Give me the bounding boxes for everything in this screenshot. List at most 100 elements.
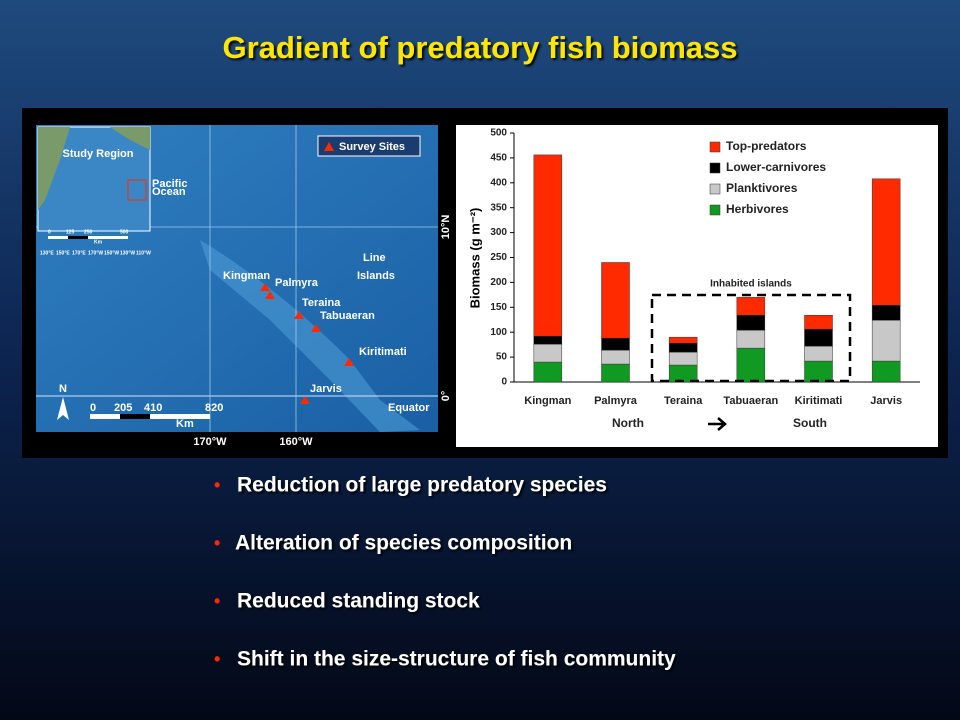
inset-scale-label: 500 [120, 229, 129, 235]
inset-scale-label: 250 [84, 229, 93, 235]
legend-label: Lower-carnivores [726, 160, 826, 174]
bar-segment [736, 347, 766, 383]
site-label: Kiritimati [359, 346, 407, 358]
y-tick-label: 250 [490, 252, 507, 263]
scale-label: 410 [144, 402, 162, 414]
lon-label: 170°W [193, 436, 227, 448]
ridge [200, 240, 420, 432]
bar-segment [871, 360, 901, 383]
x-tick-label: Kingman [524, 395, 571, 407]
north-label: N [59, 383, 67, 395]
x-tick-label: Tabuaeran [723, 395, 778, 407]
inset-map [37, 126, 151, 232]
map: Study Region Pacific Ocean 0 125 250 500… [36, 125, 452, 448]
bar-segment [533, 343, 563, 363]
direction-arrow [708, 417, 727, 431]
inset-title: Study Region [63, 148, 134, 160]
scale-label: 820 [205, 402, 223, 414]
bar-segment [668, 342, 698, 353]
bar-segment [736, 315, 766, 331]
inset-lon-label: 130°E [40, 250, 54, 256]
y-tick-label: 100 [490, 327, 507, 338]
inset-ocean: Ocean [152, 186, 186, 198]
region-label: Line [363, 252, 386, 264]
inset-lon-label: 170°E [72, 250, 86, 256]
inset-lon-label: 130°W [120, 250, 135, 256]
y-tick-label: 450 [490, 153, 507, 164]
site-label: Tabuaeran [320, 310, 375, 322]
site-label: Jarvis [310, 383, 342, 395]
y-tick-label: 150 [490, 302, 507, 313]
y-tick-label: 200 [490, 277, 507, 288]
chart: 0 50 100 150 200 250 300 350 400 450 500 Kingman Pal… [490, 128, 920, 407]
site-label: Palmyra [275, 277, 319, 289]
bullet-text: Alteration of species composition [235, 532, 572, 555]
y-axis-label: Biomass (g m⁻²) [467, 208, 482, 309]
inset-land [38, 127, 150, 210]
inhabited-box [650, 293, 852, 383]
legend-swatch [709, 162, 721, 174]
annotation: North [612, 416, 644, 430]
scale-bar [120, 414, 150, 419]
annotation: South [793, 416, 827, 430]
bar-segment [533, 154, 563, 337]
annotation: Inhabited islands [710, 279, 792, 290]
bar-segment [601, 337, 630, 351]
bar-segment [601, 349, 630, 365]
bar-segment [871, 319, 901, 362]
bar-segment [601, 262, 630, 339]
inset-scale-bar [68, 236, 88, 239]
y-tick-label: 300 [490, 227, 507, 238]
bullet-text: Reduction of large predatory species [237, 474, 607, 497]
inset-region-box [127, 179, 147, 201]
site-label: Kingman [223, 270, 270, 282]
bar-segment [804, 328, 833, 347]
y-tick-label: 50 [496, 352, 508, 363]
legend-label: Herbivores [726, 202, 789, 216]
legend-label: Planktivores [726, 181, 798, 195]
bar-segment [871, 178, 901, 306]
legend-swatch [709, 141, 721, 153]
inset-scale-label: Km [94, 239, 103, 245]
bullet-dot: • [214, 649, 220, 669]
bar-segment [736, 297, 766, 316]
x-tick-label: Palmyra [594, 395, 638, 407]
legend-label: Top-predators [726, 139, 807, 153]
x-tick-label: Kiritimati [795, 395, 843, 407]
bar-segment [601, 363, 630, 383]
y-tick-label: 0 [501, 377, 507, 388]
bar-segment [804, 360, 833, 383]
slide-title: Gradient of predatory fish biomass [222, 30, 737, 65]
bar-segment [871, 305, 901, 321]
bullet-dot: • [214, 475, 220, 495]
bullets: • Reduction of large predatory species •… [214, 474, 676, 671]
inset-lon-label: 110°W [136, 250, 151, 256]
legend-swatch [709, 204, 721, 216]
map-legend [317, 135, 421, 157]
inset-scale-label: 125 [66, 229, 75, 235]
bar-segment [736, 329, 766, 349]
y-tick-label: 400 [490, 177, 507, 188]
bar-segment [668, 351, 698, 366]
north-arrow [57, 397, 69, 420]
inset-lon-label: 150°E [56, 250, 70, 256]
bullet-text: Reduced standing stock [237, 590, 480, 613]
bar-segment [533, 335, 563, 345]
bar-segment [668, 364, 698, 383]
bar-segment [804, 345, 833, 362]
lat-label: 10°N [440, 215, 452, 240]
bar-segment [533, 361, 563, 383]
equator-label: Equator [388, 402, 430, 414]
site-label: Teraina [302, 297, 341, 309]
inset-lon-label: 170°W [88, 250, 103, 256]
x-tick-label: Teraina [664, 395, 703, 407]
bullet-dot: • [214, 533, 220, 553]
scale-label: 0 [90, 402, 96, 414]
map-legend-label: Survey Sites [339, 141, 405, 153]
scale-label: 205 [114, 402, 132, 414]
y-tick-label: 350 [490, 202, 507, 213]
bullet-text: Shift in the size-structure of fish comm… [237, 648, 676, 671]
inset-ocean: Pacific [152, 178, 187, 190]
